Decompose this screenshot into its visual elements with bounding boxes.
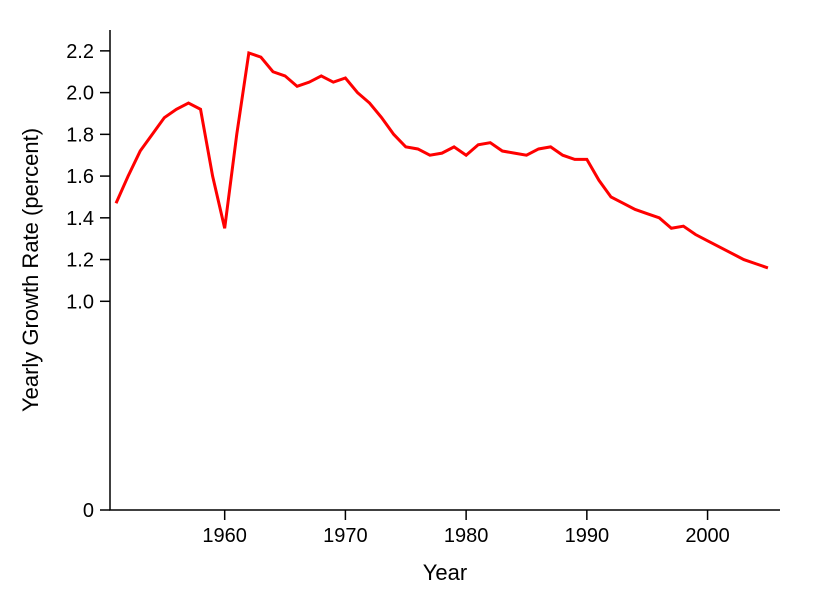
y-tick-label: 1.8 [66, 124, 94, 146]
x-tick-label: 1980 [444, 525, 489, 547]
y-tick-label: 1.6 [66, 166, 94, 188]
y-tick-label: 2.2 [66, 41, 94, 63]
x-tick-label: 1990 [565, 525, 610, 547]
y-tick-label: 1.0 [66, 291, 94, 313]
x-tick-label: 1970 [323, 525, 368, 547]
y-tick-label: 2.0 [66, 83, 94, 105]
axis-frame [110, 30, 780, 510]
x-tick-label: 1960 [202, 525, 247, 547]
y-tick-label: 1.4 [66, 208, 94, 230]
chart-svg: 1960 1970 1980 1990 2000 1.0 1.2 1.4 1.6 1.8 2.0 2.… [0, 0, 830, 600]
x-axis-label: Year [423, 560, 467, 585]
y-axis-label: Yearly Growth Rate (percent) [18, 128, 43, 412]
series-growth-rate [116, 53, 768, 268]
growth-rate-chart: 1960 1970 1980 1990 2000 1.0 1.2 1.4 1.6 1.8 2.0 2.… [0, 0, 830, 600]
y-tick-label-zero: 0 [83, 500, 94, 522]
y-tick-label: 1.2 [66, 250, 94, 272]
x-tick-label: 2000 [685, 525, 730, 547]
